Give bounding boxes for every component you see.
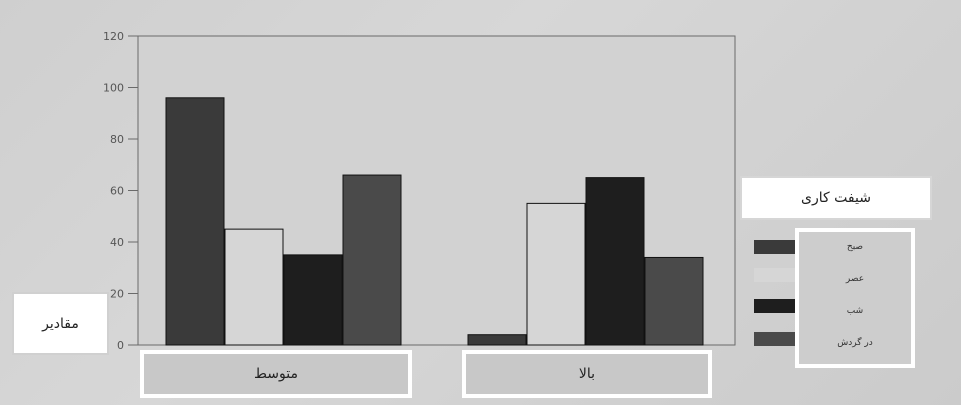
legend-swatch-2 [754, 299, 796, 313]
bar-1-2 [586, 178, 644, 345]
category-label-box-0: متوسط [140, 350, 412, 398]
category-label-0: متوسط [254, 366, 298, 382]
y-tick-label-1: 20 [110, 288, 124, 301]
y-tick-label-2: 40 [110, 236, 124, 249]
bar-0-3 [343, 175, 401, 345]
legend-label-1: عصر [799, 274, 911, 284]
legend-label-3: در گردش [799, 338, 911, 348]
bar-0-1 [225, 229, 283, 345]
bar-1-3 [645, 257, 703, 345]
legend: صبح عصر شب در گردش [795, 228, 915, 368]
legend-swatch-0 [754, 240, 796, 254]
bar-0-0 [166, 98, 224, 345]
y-tick-label-5: 100 [103, 82, 124, 95]
category-label-box-1: بالا [462, 350, 712, 398]
legend-label-0: صبح [799, 242, 911, 252]
bar-1-0 [468, 335, 526, 345]
bar-1-1 [527, 203, 585, 345]
legend-label-2: شب [799, 306, 911, 316]
y-axis-label-box: مقادیر [12, 292, 109, 355]
y-tick-label-6: 120 [103, 30, 124, 43]
y-tick-label-3: 60 [110, 185, 124, 198]
bar-0-2 [284, 255, 342, 345]
y-tick-label-0: 0 [117, 339, 124, 352]
category-label-1: بالا [579, 366, 595, 382]
y-axis-label: مقادیر [42, 316, 79, 332]
legend-title: شیفت کاری [801, 190, 871, 206]
legend-title-box: شیفت کاری [740, 176, 932, 220]
y-tick-label-4: 80 [110, 133, 124, 146]
legend-swatch-1 [754, 268, 796, 282]
legend-swatch-3 [754, 332, 796, 346]
